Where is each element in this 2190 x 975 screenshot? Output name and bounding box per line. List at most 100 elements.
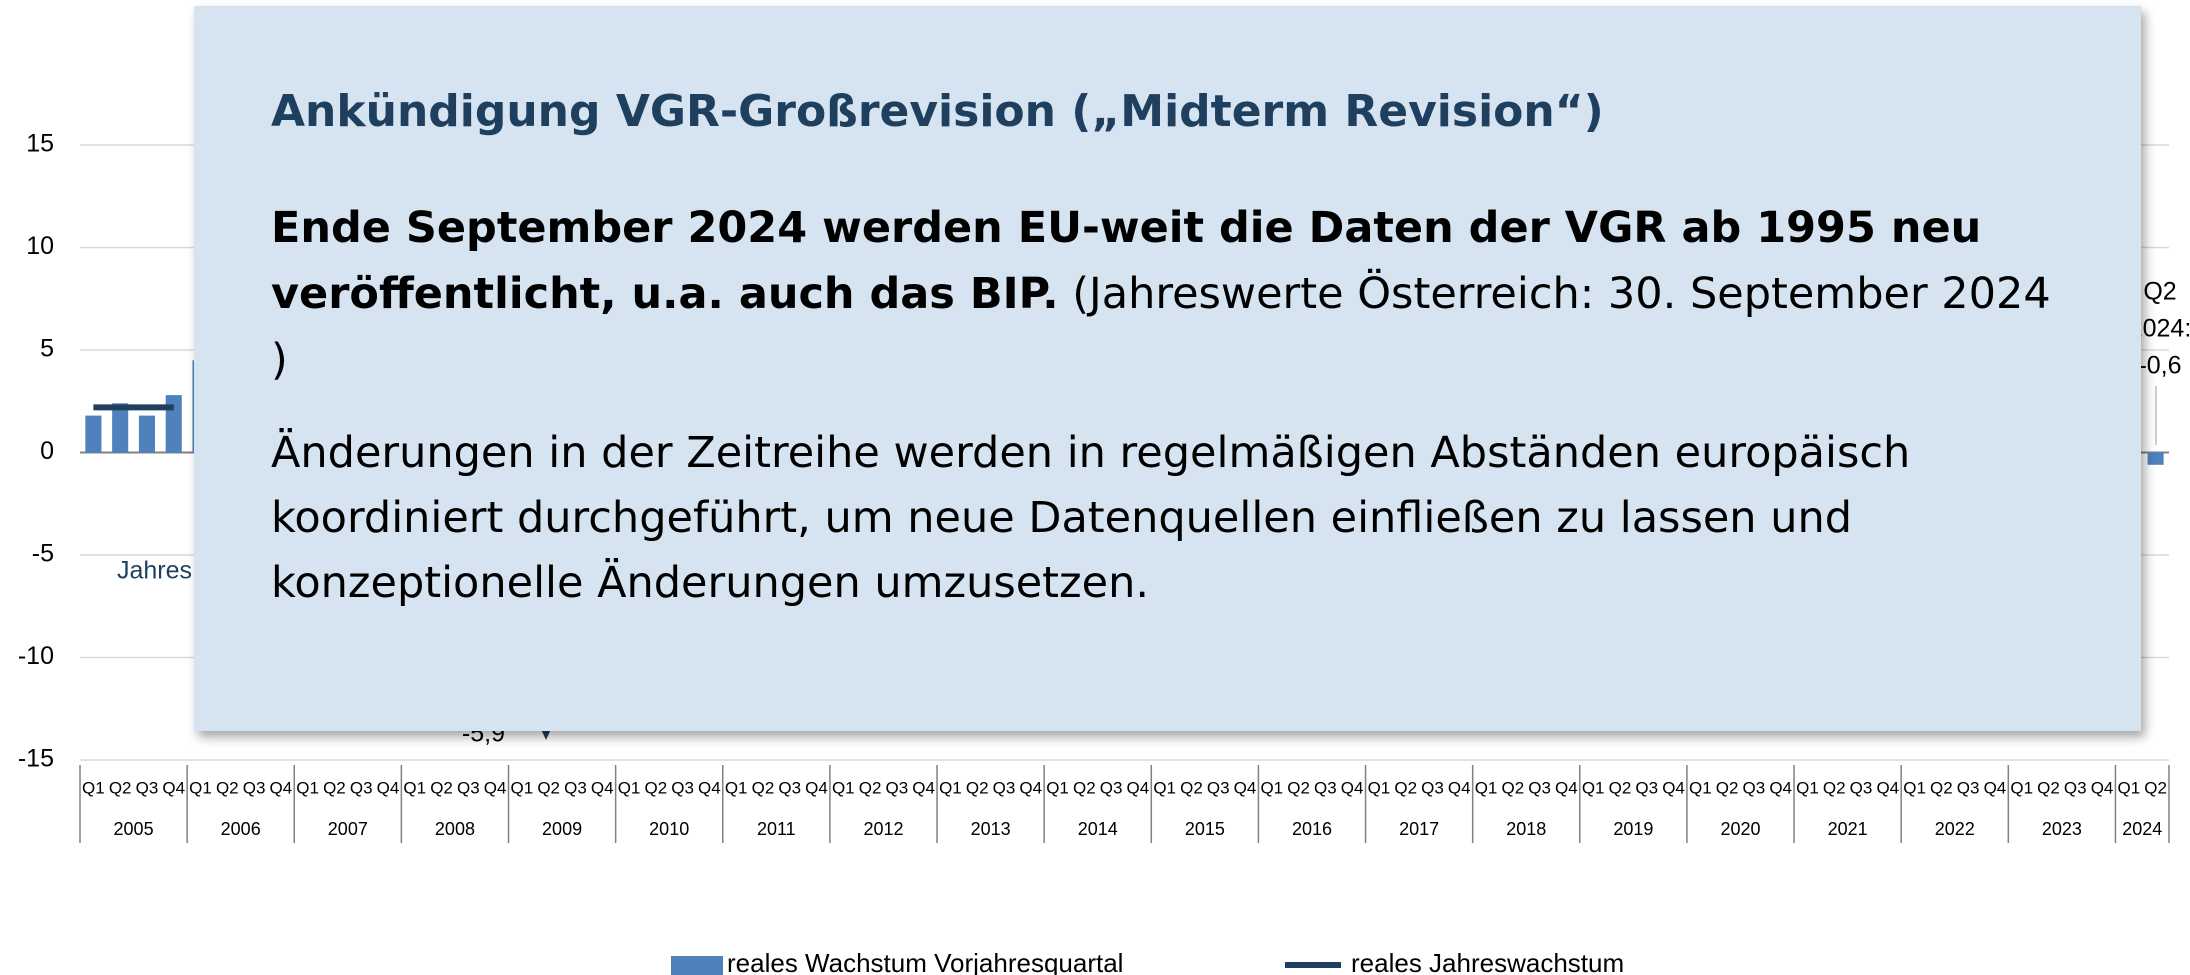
dialog-body: Änderungen in der Zeitreihe werden in re… [271,428,1911,608]
bar [112,403,129,453]
x-tick-label: Q2 [1823,778,1846,797]
x-tick-label: Q1 [618,778,641,797]
x-tick-label: Q3 [1207,778,1230,797]
year-label: 2023 [2042,819,2082,839]
year-label: 2005 [114,819,154,839]
x-tick-label: Q2 [1394,778,1417,797]
annotation: Q2 [2143,278,2176,306]
announcement-dialog: Ankündigung VGR-Großrevision („Midterm R… [194,6,2141,731]
x-tick-label: Q3 [1743,778,1766,797]
year-label: 2009 [542,819,582,839]
y-tick-label: 10 [26,232,54,260]
x-tick-label: Q1 [1046,778,1069,797]
x-tick-label: Q2 [323,778,346,797]
x-tick-label: Q1 [1903,778,1926,797]
bar [165,395,182,453]
x-tick-label: Q4 [1555,778,1578,797]
x-tick-label: Q2 [1073,778,1096,797]
x-tick-label: Q1 [1796,778,1819,797]
year-label: 2013 [971,819,1011,839]
x-tick-label: Q1 [725,778,748,797]
x-tick-label: Q1 [1689,778,1712,797]
legend-swatch [671,956,723,975]
x-tick-label: Q3 [350,778,373,797]
year-label: 2007 [328,819,368,839]
x-tick-label: Q1 [511,778,534,797]
year-label: 2006 [221,819,261,839]
x-tick-label: Q3 [1528,778,1551,797]
x-tick-label: Q3 [1635,778,1658,797]
x-tick-label: Q2 [966,778,989,797]
y-tick-label: -10 [18,642,54,670]
annotation: -0,6 [2138,352,2181,380]
x-tick-label: Q3 [1100,778,1123,797]
year-label: 2014 [1078,819,1118,839]
year-label: 2016 [1292,819,1332,839]
x-tick-label: Q4 [1019,778,1042,797]
x-tick-label: Q1 [832,778,855,797]
y-tick-label: 5 [40,335,54,363]
x-tick-label: Q2 [1287,778,1310,797]
year-label: 2020 [1720,819,1760,839]
x-tick-label: Q2 [216,778,239,797]
year-label: 2011 [757,819,796,839]
x-tick-label: Q4 [270,778,293,797]
x-tick-label: Q2 [644,778,667,797]
bar [2147,452,2164,465]
x-tick-label: Q3 [2064,778,2087,797]
x-tick-label: Q4 [1769,778,1792,797]
x-tick-label: Q4 [2091,778,2114,797]
x-tick-label: Q1 [2010,778,2033,797]
x-tick-label: Q4 [591,778,614,797]
annotation: Jahres [117,557,192,585]
x-tick-label: Q3 [1421,778,1444,797]
year-label: 2019 [1613,819,1653,839]
x-tick-label: Q3 [1957,778,1980,797]
x-tick-label: Q2 [1609,778,1632,797]
x-tick-label: Q1 [296,778,319,797]
x-tick-label: Q3 [1850,778,1873,797]
x-tick-label: Q3 [136,778,159,797]
x-tick-label: Q4 [162,778,185,797]
x-tick-label: Q3 [886,778,909,797]
x-tick-label: Q4 [484,778,507,797]
x-tick-label: Q3 [778,778,801,797]
dialog-title: Ankündigung VGR-Großrevision („Midterm R… [271,86,1604,137]
x-tick-label: Q4 [1448,778,1471,797]
x-tick-label: Q3 [243,778,266,797]
x-tick-label: Q4 [698,778,721,797]
x-tick-label: Q1 [1475,778,1498,797]
x-tick-label: Q2 [537,778,560,797]
x-tick-label: Q4 [1984,778,2007,797]
x-tick-label: Q2 [859,778,882,797]
x-tick-label: Q1 [82,778,105,797]
x-tick-label: Q3 [457,778,480,797]
year-label: 2018 [1506,819,1546,839]
year-label: 2015 [1185,819,1225,839]
lead-bold: Ende September 2024 werden EU-weit die D… [271,203,1982,319]
year-label: 2010 [649,819,689,839]
x-tick-label: Q4 [912,778,935,797]
x-tick-label: Q4 [1127,778,1150,797]
x-tick-label: Q2 [752,778,775,797]
x-tick-label: Q4 [805,778,828,797]
legend-label: reales Wachstum Vorjahresquartal [727,948,1123,975]
lead-normal: (Jahreswerte Österreich: 30. September 2… [271,269,2051,385]
year-label: 2021 [1828,819,1868,839]
y-tick-label: 0 [40,437,54,465]
x-tick-label: Q1 [1260,778,1283,797]
x-tick-label: Q1 [2117,778,2140,797]
y-tick-label: -15 [18,745,54,773]
y-tick-label: -5 [32,540,54,568]
x-tick-label: Q4 [1876,778,1899,797]
legend-label: reales Jahreswachstum [1351,948,1624,975]
x-tick-label: Q2 [1501,778,1524,797]
x-tick-label: Q2 [1716,778,1739,797]
x-tick-label: Q3 [1314,778,1337,797]
bar [85,415,102,453]
x-tick-label: Q3 [993,778,1016,797]
x-tick-label: Q1 [403,778,426,797]
year-label: 2008 [435,819,475,839]
x-tick-label: Q2 [430,778,453,797]
x-tick-label: Q4 [377,778,400,797]
